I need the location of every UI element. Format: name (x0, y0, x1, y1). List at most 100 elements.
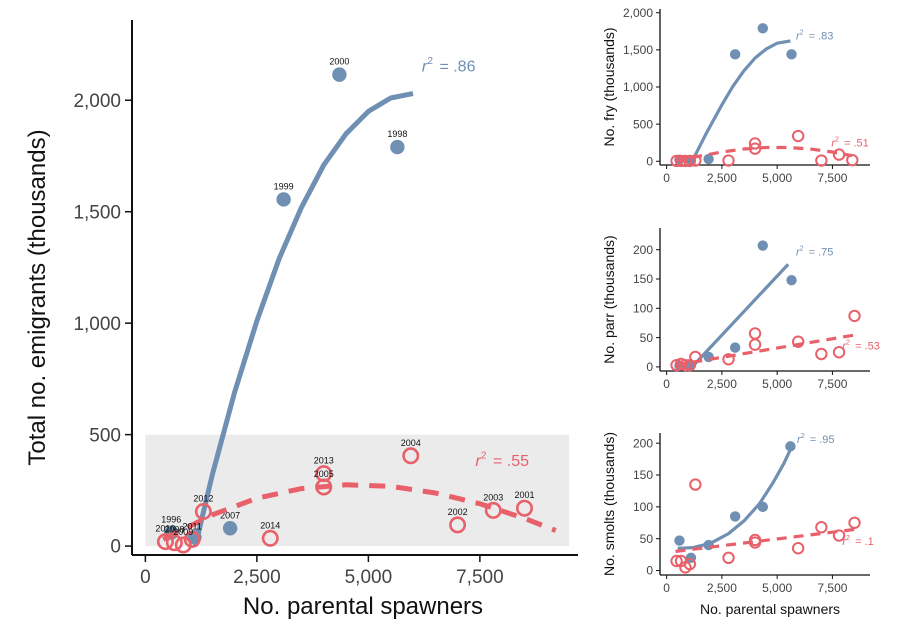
data-point-open (748, 327, 762, 340)
data-point-filled (332, 67, 347, 82)
data-point-open (815, 154, 828, 167)
y-tick-label: 0 (646, 154, 653, 168)
data-point-open (748, 142, 762, 155)
point-year-label: 2010 (155, 524, 175, 534)
y-axis-title: No. parr (thousands) (601, 235, 617, 363)
data-point-filled (757, 240, 768, 251)
x-tick-label: 2,500 (233, 567, 281, 588)
x-tick-label: 0 (663, 171, 670, 185)
y-tick-label: 1,500 (73, 202, 121, 223)
data-point-open (674, 154, 688, 168)
data-point-open (484, 501, 502, 519)
data-point-open (748, 536, 762, 549)
r-squared-label-blue: r2 = .83 (796, 29, 833, 43)
data-point-open (670, 554, 683, 568)
data-point-open (848, 516, 861, 529)
data-point-open (791, 542, 805, 555)
data-point-open (689, 350, 702, 364)
point-year-label: 2007 (220, 510, 240, 520)
fit-curve-blue (677, 448, 792, 550)
data-point-open (689, 478, 702, 491)
point-year-label: 2011 (183, 521, 202, 531)
y-axis-title: No. fry (thousands) (601, 27, 617, 146)
x-tick-label: 0 (663, 581, 670, 595)
data-point-open (174, 536, 192, 554)
point-year-label: 2001 (514, 490, 534, 500)
point-year-label: 2005 (314, 469, 334, 479)
data-point-filled (390, 139, 405, 155)
y-tick-label: 0 (646, 360, 653, 374)
x-tick-label: 2,500 (707, 171, 737, 185)
data-point-filled (786, 49, 797, 60)
data-point-open (815, 521, 828, 534)
data-point-open (449, 516, 467, 534)
x-tick-label: 5,000 (345, 567, 393, 588)
data-point-open (815, 347, 828, 361)
data-point-open (832, 148, 846, 161)
data-point-filled (729, 49, 741, 60)
r-squared-label-blue: r2 = .86 (422, 56, 476, 75)
data-point-open (722, 353, 735, 366)
point-year-label: 2003 (483, 492, 503, 502)
fit-curve-red (675, 333, 857, 367)
data-point-open (194, 503, 212, 521)
y-tick-label: 500 (89, 425, 121, 446)
y-tick-label: 200 (633, 243, 653, 257)
r-squared-label-red: r2 = .51 (831, 135, 868, 149)
panel-2: 0 50 100 150 200 0 2,500 5,000 7,500 No. parr (th… (601, 228, 880, 391)
x-tick-label: 5,000 (762, 581, 792, 595)
y-tick-label: 1,500 (623, 43, 653, 57)
fit-curve-blue (690, 263, 790, 368)
panel-3: 0 50 100 150 200 0 2,500 5,000 7,500 No. smolts (… (601, 432, 874, 617)
r-squared-label-red: r2 = .55 (475, 451, 529, 470)
fit-curve-red (675, 145, 853, 163)
data-point-filled (757, 23, 768, 34)
data-point-filled (703, 153, 714, 165)
y-axis-title: Total no. emigrants (thousands) (24, 129, 51, 465)
x-tick-label: 0 (140, 567, 151, 588)
y-tick-label: 50 (640, 532, 654, 546)
x-tick-label: 7,500 (456, 567, 504, 588)
data-point-filled (757, 501, 768, 513)
point-year-label: 1996 (161, 515, 181, 525)
data-point-open (846, 153, 859, 167)
data-point-open (832, 529, 846, 542)
data-point-open (832, 346, 846, 359)
data-point-open (748, 137, 762, 150)
data-point-filled (729, 342, 741, 353)
y-tick-label: 100 (633, 301, 653, 315)
y-axis-title: No. smolts (thousands) (601, 432, 617, 576)
data-point-filled (276, 192, 291, 207)
fit-curve-blue (690, 39, 791, 163)
r-squared-label-blue: r2 = .95 (797, 432, 834, 446)
data-point-filled (703, 539, 714, 551)
x-tick-label: 5,000 (762, 377, 792, 391)
data-point-open (748, 338, 762, 351)
x-tick-label: 7,500 (817, 581, 847, 595)
y-tick-label: 50 (640, 331, 654, 345)
data-point-open (791, 335, 805, 348)
point-year-label: 1998 (387, 129, 407, 139)
data-point-open (402, 447, 420, 465)
y-tick-label: 1,000 (623, 80, 653, 94)
y-tick-label: 100 (633, 500, 653, 514)
data-point-open (722, 154, 735, 167)
data-point-open (679, 154, 692, 168)
data-point-open (261, 529, 279, 547)
x-axis-title: No. parental spawners (700, 601, 840, 617)
point-year-label: 2002 (448, 507, 468, 517)
panel-1: 0 500 1,000 1,500 2,000 0 2,500 5,000 7,500 No. f… (601, 6, 870, 185)
x-tick-label: 7,500 (817, 171, 847, 185)
data-point-filled (674, 535, 685, 546)
data-point-filled (729, 511, 741, 522)
data-point-open (683, 154, 697, 168)
y-tick-label: 1,000 (73, 314, 121, 335)
r-squared-label-red: r2 = .1 (842, 534, 873, 548)
data-point-open (848, 309, 861, 323)
data-point-open (183, 530, 201, 548)
fit-curve-blue (192, 91, 414, 547)
x-axis-title: No. parental spawners (243, 593, 483, 620)
y-tick-label: 0 (110, 537, 121, 558)
data-point-open (515, 499, 533, 517)
fit-curve-red (675, 527, 857, 553)
